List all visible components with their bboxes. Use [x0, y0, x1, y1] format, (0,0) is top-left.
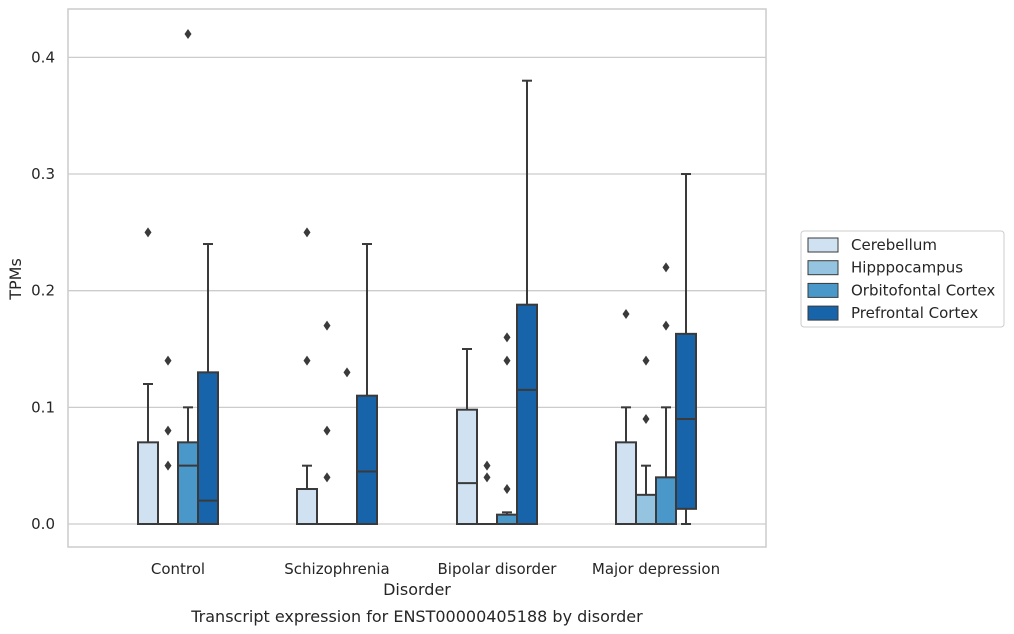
x-tick-label: Schizophrenia [284, 560, 389, 578]
chart-caption: Transcript expression for ENST0000040518… [190, 607, 643, 626]
legend-label: Orbitofontal Cortex [851, 281, 995, 299]
outlier-point [323, 472, 331, 483]
box-iqr [296, 488, 318, 526]
outlier-point [503, 332, 511, 343]
box-iqr [516, 303, 538, 525]
box-iqr [177, 441, 199, 526]
legend-label: Prefrontal Cortex [851, 304, 978, 322]
x-tick-label: Major depression [592, 560, 720, 578]
outlier-point [483, 472, 491, 483]
box-bipolar-disorder [516, 79, 538, 525]
box-schizophrenia [316, 320, 338, 526]
outlier-point [144, 227, 152, 238]
legend: Cerebellum Hipppocampus Orbitofontal Corte… [800, 230, 1005, 328]
box-iqr [496, 513, 518, 525]
legend-label: Cerebellum [851, 236, 937, 254]
y-tick-label: 0.2 [31, 282, 55, 300]
outlier-point [642, 355, 650, 366]
box-bipolar-disorder [456, 348, 478, 525]
series-cerebellum [137, 227, 637, 526]
outlier-point [503, 484, 511, 495]
x-tick-label: Bipolar disorder [438, 560, 558, 578]
y-tick-label: 0.0 [31, 515, 55, 533]
outlier-point [343, 367, 351, 378]
box-control [137, 227, 159, 526]
outlier-point [662, 320, 670, 331]
outlier-point [642, 414, 650, 425]
box-iqr [456, 408, 478, 525]
outlier-point [184, 29, 192, 40]
y-tick-label: 0.3 [31, 165, 55, 183]
series-prefrontal-cortex [197, 79, 697, 526]
box-control [177, 29, 199, 526]
y-axis-label: TPMs [6, 258, 25, 301]
y-tick-label: 0.1 [31, 398, 55, 416]
legend-swatch [807, 282, 839, 298]
box-iqr [137, 441, 159, 526]
series-hipppocampus [157, 320, 657, 526]
outlier-point [323, 320, 331, 331]
box-schizophrenia [356, 243, 378, 526]
box-groups [137, 29, 697, 526]
x-axis-ticks: Control Schizophrenia Bipolar disorder Majo… [151, 560, 720, 578]
box-major-depression [675, 173, 697, 525]
box-bipolar-disorder [476, 460, 498, 526]
outlier-point [483, 460, 491, 471]
box-iqr [655, 476, 677, 525]
legend-swatch [807, 237, 839, 253]
y-axis-ticks: 0.0 0.1 0.2 0.3 0.4 [31, 48, 55, 533]
plot-background [68, 9, 766, 547]
box-major-depression [655, 262, 677, 525]
outlier-point [164, 425, 172, 436]
outlier-point [303, 355, 311, 366]
outlier-point [303, 227, 311, 238]
x-tick-label: Control [151, 560, 205, 578]
box-iqr [197, 371, 219, 526]
plot-frame [67, 8, 767, 548]
box-major-depression [615, 309, 637, 526]
outlier-point [622, 309, 630, 320]
outlier-point [164, 355, 172, 366]
box-iqr [675, 332, 697, 510]
outlier-point [164, 460, 172, 471]
box-iqr [615, 441, 637, 526]
outlier-point [503, 355, 511, 366]
x-axis-label: Disorder [383, 580, 451, 599]
series-orbitofontal-cortex [177, 29, 677, 526]
outlier-point [323, 425, 331, 436]
legend-swatch [807, 305, 839, 321]
legend-items: Cerebellum Hipppocampus Orbitofontal Corte… [807, 236, 995, 322]
box-iqr [356, 394, 378, 526]
legend-frame [800, 230, 1005, 328]
box-control [197, 243, 219, 526]
box-schizophrenia [296, 227, 318, 526]
legend-swatch [807, 260, 839, 276]
y-tick-label: 0.4 [31, 48, 55, 66]
box-iqr [635, 493, 657, 525]
legend-label: Hipppocampus [851, 259, 963, 277]
outlier-point [662, 262, 670, 273]
